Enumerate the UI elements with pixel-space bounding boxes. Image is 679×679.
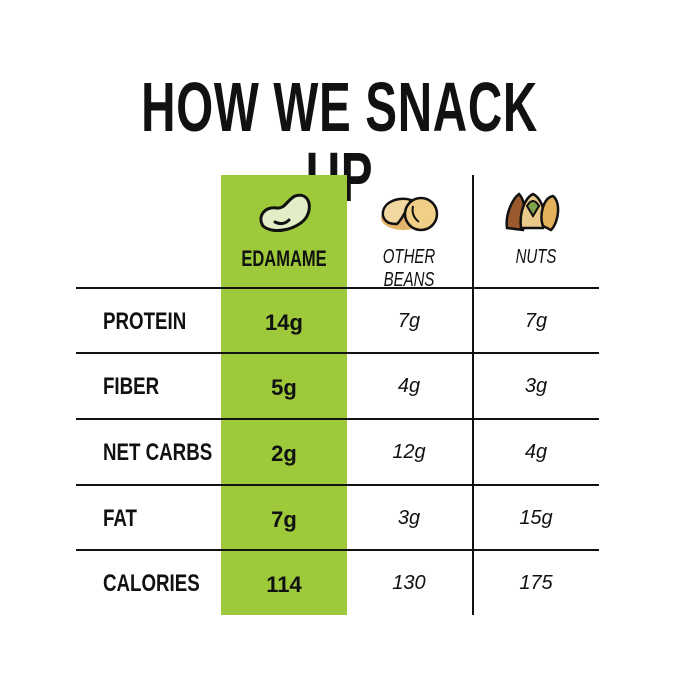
edamame-value: 2g — [271, 441, 297, 466]
nuts-value: 3g — [524, 375, 548, 397]
row-divider — [76, 549, 599, 551]
other-beans-value: 12g — [392, 441, 426, 463]
other-beans-value: 4g — [397, 375, 421, 397]
row-label: PROTEIN — [103, 308, 187, 335]
row-label: FAT — [103, 505, 137, 532]
row-divider — [76, 484, 599, 486]
column-header-edamame: EDAMAME — [241, 246, 327, 271]
row-divider — [76, 352, 599, 354]
row-label: FIBER — [103, 373, 160, 400]
nuts-value: 7g — [524, 310, 548, 332]
nuts-value: 175 — [519, 572, 553, 594]
row-label: CALORIES — [103, 570, 200, 597]
edamame-bean-icon — [259, 193, 311, 232]
other-beans-value: 3g — [397, 507, 421, 529]
edamame-value: 114 — [266, 572, 302, 597]
nuts-value: 15g — [519, 507, 553, 529]
edamame-value: 7g — [271, 507, 297, 532]
column-divider — [472, 175, 474, 615]
row-label: NET CARBS — [103, 439, 213, 466]
other-beans-value: 7g — [397, 310, 421, 332]
column-header-other-beans: OTHER BEANS — [382, 246, 436, 291]
edamame-column-highlight — [221, 175, 347, 615]
edamame-value: 5g — [271, 375, 297, 400]
beans-icon — [381, 196, 439, 232]
edamame-value: 14g — [265, 310, 303, 335]
nuts-value: 4g — [524, 441, 548, 463]
row-divider — [76, 418, 599, 420]
column-header-nuts: NUTS — [515, 246, 557, 268]
row-divider — [76, 287, 599, 289]
other-beans-value: 130 — [392, 572, 426, 594]
nuts-icon — [505, 192, 560, 232]
